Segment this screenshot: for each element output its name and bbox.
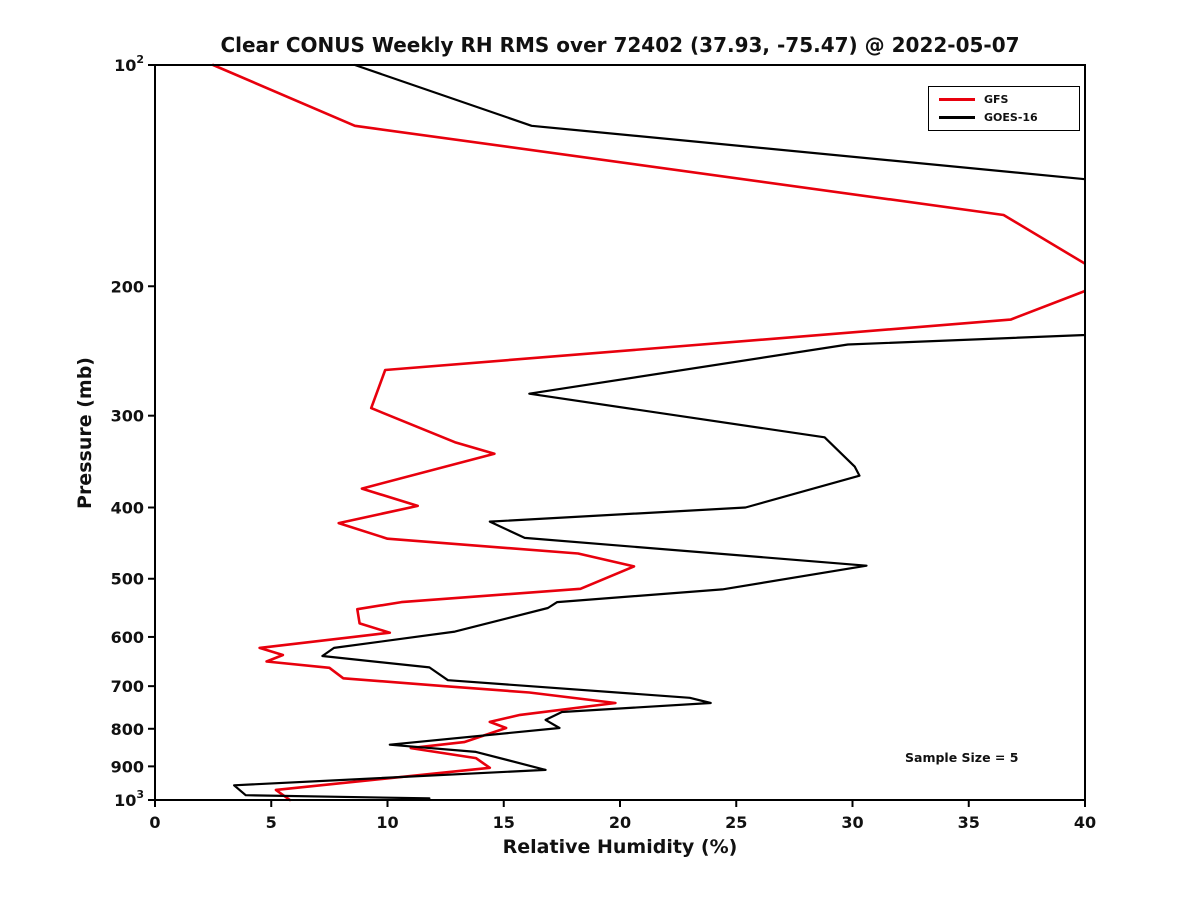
y-tick-label: 102	[114, 53, 144, 75]
x-axis-title: Relative Humidity (%)	[155, 834, 1085, 860]
x-axis: 0 5 10 15 20 25 30 35 40	[149, 800, 1096, 832]
chart-title-text: Clear CONUS Weekly RH RMS over 72402 (37…	[220, 33, 1020, 57]
plot-series	[211, 63, 1086, 802]
x-tick-label: 15	[493, 813, 515, 832]
y-tick-label: 600	[111, 628, 144, 647]
x-tick-label: 35	[958, 813, 980, 832]
y-tick-label: 103	[114, 788, 144, 810]
y-tick-label: 700	[111, 677, 144, 696]
x-tick-label: 30	[841, 813, 863, 832]
x-tick-label: 40	[1074, 813, 1096, 832]
y-tick-label: 800	[111, 720, 144, 739]
x-axis-title-text: Relative Humidity (%)	[502, 836, 738, 858]
y-axis-title-text: Pressure (mb)	[74, 357, 96, 509]
y-tick-label: 500	[111, 570, 144, 589]
legend-label-gfs: GFS	[984, 93, 1009, 106]
plot-frame	[154, 64, 1086, 801]
x-tick-label: 25	[725, 813, 747, 832]
legend-label-goes16: GOES-16	[984, 111, 1038, 124]
x-tick-label: 5	[266, 813, 277, 832]
series-goes-16-line	[233, 63, 1086, 800]
x-tick-label: 10	[376, 813, 398, 832]
series-gfs-line	[211, 63, 1086, 802]
y-axis-title: Pressure (mb)	[72, 283, 98, 583]
y-tick-label: 200	[111, 277, 144, 296]
gfs-line-swatch	[939, 98, 975, 101]
x-tick-label: 20	[609, 813, 631, 832]
goes16-line-swatch	[939, 116, 975, 119]
y-tick-label: 400	[111, 499, 144, 518]
legend-entry-gfs: GFS	[939, 94, 1069, 105]
y-tick-label: 300	[111, 407, 144, 426]
legend: GFS GOES-16	[928, 86, 1080, 131]
legend-entry-goes16: GOES-16	[939, 112, 1069, 123]
y-tick-label: 900	[111, 757, 144, 776]
y-axis: 102 200 300 400 500 600 700 800 900 103	[111, 53, 155, 810]
sample-size-annotation: Sample Size = 5	[905, 750, 1019, 765]
chart-title: Clear CONUS Weekly RH RMS over 72402 (37…	[155, 30, 1085, 60]
x-tick-label: 0	[149, 813, 160, 832]
